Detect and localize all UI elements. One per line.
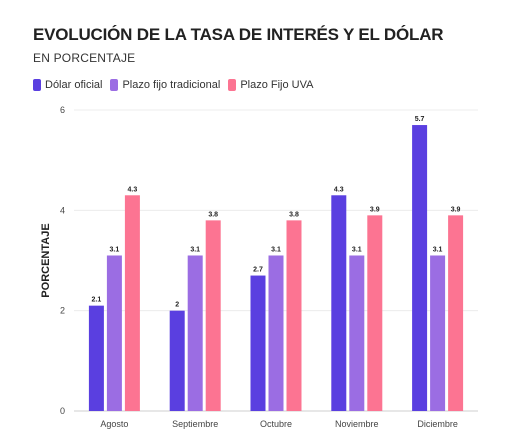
data-label: 3.1 [352, 246, 362, 253]
data-label: 3.9 [370, 206, 380, 213]
chart-legend: Dólar oficial Plazo fijo tradicional Plazo… [33, 79, 313, 91]
data-label: 4.3 [334, 186, 344, 193]
legend-label: Dólar oficial [45, 79, 103, 91]
x-tick-label-agosto: Agosto [100, 419, 128, 429]
bar-plazo-fijo-tradicional-diciembre[interactable] [430, 255, 446, 411]
bar-plazo-fijo-uva-septiembre[interactable] [205, 220, 221, 411]
y-tick-label: 0 [60, 406, 65, 416]
data-label: 5.7 [415, 116, 425, 123]
x-tick-label-septiembre: Septiembre [172, 419, 218, 429]
chart-subtitle: EN PORCENTAJE [33, 51, 136, 65]
legend-swatch [33, 79, 41, 91]
legend-item-plazo-fijo-tradicional[interactable]: Plazo fijo tradicional [110, 79, 220, 91]
bar-dolar-oficial-diciembre[interactable] [412, 125, 428, 412]
x-tick-label-octubre: Octubre [260, 419, 292, 429]
y-tick-label: 4 [60, 205, 65, 215]
bar-plazo-fijo-tradicional-agosto[interactable] [106, 255, 122, 411]
data-label: 2.1 [92, 297, 102, 304]
data-label: 3.1 [190, 246, 200, 253]
bar-dolar-oficial-agosto[interactable] [88, 305, 104, 411]
data-label: 3.8 [208, 211, 218, 218]
bar-plazo-fijo-tradicional-noviembre[interactable] [349, 255, 365, 411]
bar-plazo-fijo-tradicional-septiembre[interactable] [187, 255, 203, 411]
x-tick-label-noviembre: Noviembre [335, 419, 379, 429]
bar-dolar-oficial-septiembre[interactable] [169, 310, 185, 411]
bar-plazo-fijo-uva-agosto[interactable] [124, 195, 140, 411]
bar-plazo-fijo-uva-diciembre[interactable] [448, 215, 464, 411]
bar-plazo-fijo-uva-noviembre[interactable] [367, 215, 383, 411]
y-axis-label: PORCENTAJE [40, 223, 52, 297]
data-label: 2 [175, 302, 179, 309]
bar-plazo-fijo-tradicional-octubre[interactable] [268, 255, 284, 411]
data-label: 3.1 [271, 246, 281, 253]
bar-dolar-oficial-octubre[interactable] [250, 275, 266, 411]
legend-swatch [110, 79, 119, 91]
legend-swatch [228, 79, 237, 91]
bar-dolar-oficial-noviembre[interactable] [331, 195, 347, 411]
bar-plazo-fijo-uva-octubre[interactable] [286, 220, 302, 411]
chart-title: EVOLUCIÓN DE LA TASA DE INTERÉS Y EL DÓL… [33, 25, 444, 44]
legend-item-dolar-oficial[interactable]: Dólar oficial [33, 79, 102, 91]
legend-label: Plazo fijo tradicional [122, 79, 221, 91]
x-tick-label-diciembre: Diciembre [417, 419, 458, 429]
data-label: 4.3 [128, 186, 138, 193]
legend-item-plazo-fijo-uva[interactable]: Plazo Fijo UVA [228, 79, 313, 91]
legend-label: Plazo Fijo UVA [240, 79, 314, 91]
data-label: 3.8 [289, 211, 299, 218]
data-label: 3.1 [433, 246, 443, 253]
y-tick-label: 6 [60, 105, 65, 115]
data-label: 2.7 [253, 267, 263, 274]
data-label: 3.9 [451, 206, 461, 213]
data-label: 3.1 [110, 246, 120, 253]
y-tick-label: 2 [60, 306, 65, 316]
